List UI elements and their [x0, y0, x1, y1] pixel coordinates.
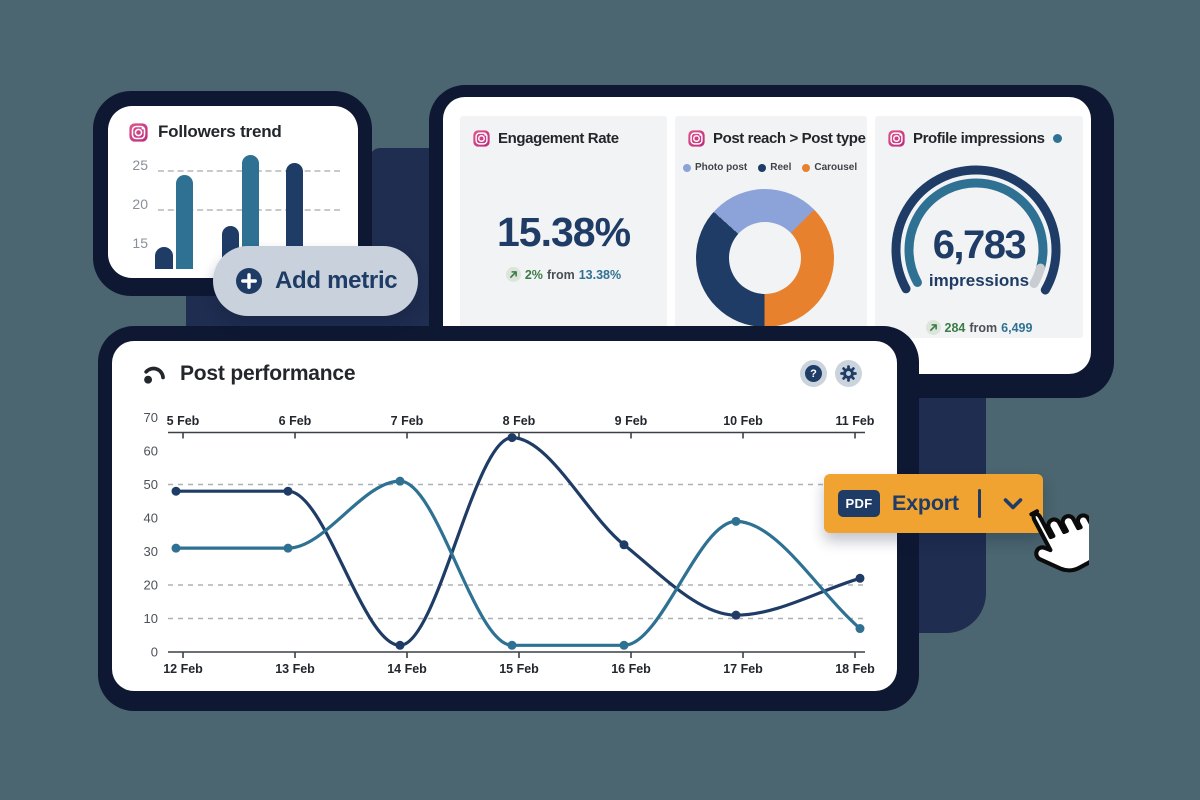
chevron-down-icon[interactable] [1002, 497, 1024, 511]
post-performance-line-chart: 70 60 50 40 30 20 10 0 5 Feb 6 Feb 7 Feb 8 Feb 9 Feb… [144, 410, 876, 676]
svg-text:10 Feb: 10 Feb [723, 414, 763, 428]
mini-axis-label: 25 [132, 157, 148, 173]
post-performance-title: Post performance [180, 362, 356, 385]
svg-text:12 Feb: 12 Feb [163, 662, 203, 676]
hand-cursor-icon [1029, 509, 1089, 573]
instagram-icon [473, 130, 490, 147]
impressions-gauge-chart [891, 165, 1061, 295]
teal-dot-icon [1052, 134, 1062, 143]
svg-text:14 Feb: 14 Feb [387, 662, 427, 676]
legend-item: Carousel [802, 162, 857, 173]
followers-bar [286, 163, 303, 269]
profile-impressions-title: Profile impressions [913, 130, 1045, 147]
svg-text:30: 30 [144, 544, 158, 559]
svg-text:60: 60 [144, 444, 158, 459]
svg-text:70: 70 [144, 410, 158, 425]
followers-bar [176, 174, 193, 269]
svg-text:15 Feb: 15 Feb [499, 662, 539, 676]
question-mark-icon: ? [810, 367, 817, 380]
legend-label: Reel [770, 162, 792, 173]
followers-bar [242, 155, 259, 269]
legend-item: Photo post [683, 162, 747, 173]
instagram-icon [129, 122, 148, 142]
add-metric-button[interactable]: Add metric [213, 246, 418, 316]
legend-dot-icon [683, 163, 691, 172]
svg-text:17 Feb: 17 Feb [723, 662, 763, 676]
svg-text:8 Feb: 8 Feb [503, 414, 536, 428]
pdf-badge: PDF [838, 490, 880, 517]
svg-text:7 Feb: 7 Feb [391, 414, 424, 428]
add-metric-label: Add metric [275, 267, 398, 294]
engagement-previous: 13.38% [578, 267, 622, 282]
svg-text:0: 0 [151, 645, 158, 660]
engagement-rate-value: 15.38% [496, 209, 631, 255]
engagement-rate-title: Engagement Rate [498, 130, 619, 147]
engagement-rate-panel: Engagement Rate 15.38% 2% from 13.38% [460, 116, 667, 338]
legend-dot-icon [758, 163, 767, 172]
followers-bar [155, 246, 173, 269]
mini-axis-label: 15 [132, 235, 148, 251]
speedometer-icon [144, 366, 165, 384]
svg-text:10: 10 [144, 611, 158, 626]
legend-label: Carousel [814, 162, 858, 173]
svg-text:5 Feb: 5 Feb [167, 414, 200, 428]
up-arrow-icon [925, 320, 941, 335]
up-arrow-icon [505, 267, 521, 282]
engagement-change-row: 2% from 13.38% [460, 267, 667, 282]
post-type-donut-chart [696, 189, 834, 327]
svg-text:9 Feb: 9 Feb [615, 414, 648, 428]
impressions-value: 6,783 [932, 223, 1027, 267]
svg-text:50: 50 [144, 477, 158, 492]
gear-icon [840, 365, 857, 382]
impressions-from-word: from [969, 320, 998, 335]
svg-text:13 Feb: 13 Feb [275, 662, 315, 676]
followers-trend-title: Followers trend [158, 122, 282, 141]
engagement-from-word: from [546, 267, 575, 282]
post-reach-title: Post reach > Post type [713, 130, 866, 147]
export-button[interactable]: PDF Export [824, 474, 1043, 533]
legend-dot-icon [802, 163, 811, 172]
post-performance-card: Post performance ? 70 60 50 40 30 20 10 0 5 Feb 6… [112, 341, 897, 691]
export-label: Export [892, 491, 959, 515]
impressions-previous: 6,499 [1001, 320, 1033, 335]
svg-text:40: 40 [144, 511, 158, 526]
plus-icon [236, 268, 262, 294]
legend-item: Reel [758, 162, 791, 173]
profile-impressions-panel: Profile impressions 6,783 impressions 28… [875, 116, 1083, 338]
export-divider [978, 489, 981, 518]
instagram-icon [888, 130, 905, 147]
mini-axis-label: 20 [132, 196, 148, 212]
impressions-change: 284 [944, 320, 966, 335]
svg-text:16 Feb: 16 Feb [611, 662, 651, 676]
engagement-change: 2% [524, 267, 543, 282]
svg-text:18 Feb: 18 Feb [835, 662, 875, 676]
post-reach-legend: Photo post Reel Carousel [683, 162, 867, 173]
svg-text:20: 20 [144, 578, 158, 593]
settings-button[interactable] [835, 360, 862, 387]
legend-label: Photo post [695, 162, 748, 173]
svg-text:11 Feb: 11 Feb [836, 414, 875, 428]
instagram-icon [688, 130, 705, 147]
impressions-unit: impressions [928, 271, 1030, 290]
svg-text:6 Feb: 6 Feb [279, 414, 312, 428]
impressions-change-row: 284 from 6,499 [875, 320, 1083, 335]
followers-card-header: Followers trend [129, 122, 282, 142]
help-button[interactable]: ? [800, 360, 827, 387]
post-reach-panel: Post reach > Post type Photo post Reel Car… [675, 116, 867, 338]
